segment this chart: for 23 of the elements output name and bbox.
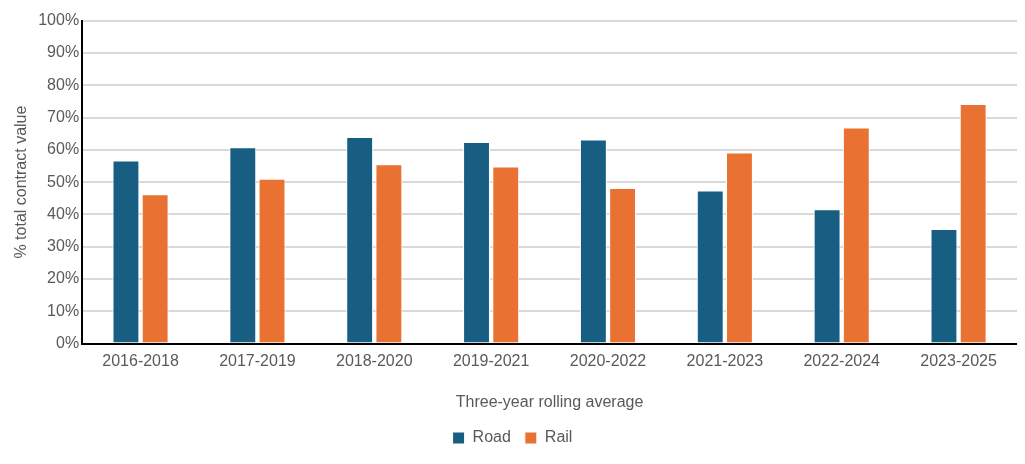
y-tick-label: 40% [47,204,80,222]
y-tick-label: 100% [38,11,80,29]
x-axis-title: Three-year rolling average [455,392,644,410]
x-tick-label: 2022-2024 [803,351,881,369]
y-tick-label: 10% [47,301,80,319]
x-tick-label: 2018-2020 [336,351,413,369]
y-tick-label: 50% [47,172,80,190]
y-tick-label: 60% [47,140,80,158]
y-axis-title: % total contract value [12,105,30,259]
x-tick-label: 2019-2021 [452,351,530,369]
legend-label: Rail [544,428,573,446]
x-tick-label: 2021-2023 [686,351,764,369]
y-tick-label: 80% [47,75,80,93]
x-tick-label: 2023-2025 [920,351,997,369]
y-tick-label: 0% [56,334,80,352]
x-tick-label: 2017-2019 [219,351,296,369]
y-tick-label: 20% [47,269,80,287]
legend-label: Road [472,428,511,446]
y-tick-label: 70% [47,107,80,125]
x-tick-label: 2016-2018 [102,351,179,369]
y-tick-label: 30% [47,237,80,255]
y-tick-label: 90% [47,43,80,61]
x-tick-label: 2020-2022 [569,351,647,369]
